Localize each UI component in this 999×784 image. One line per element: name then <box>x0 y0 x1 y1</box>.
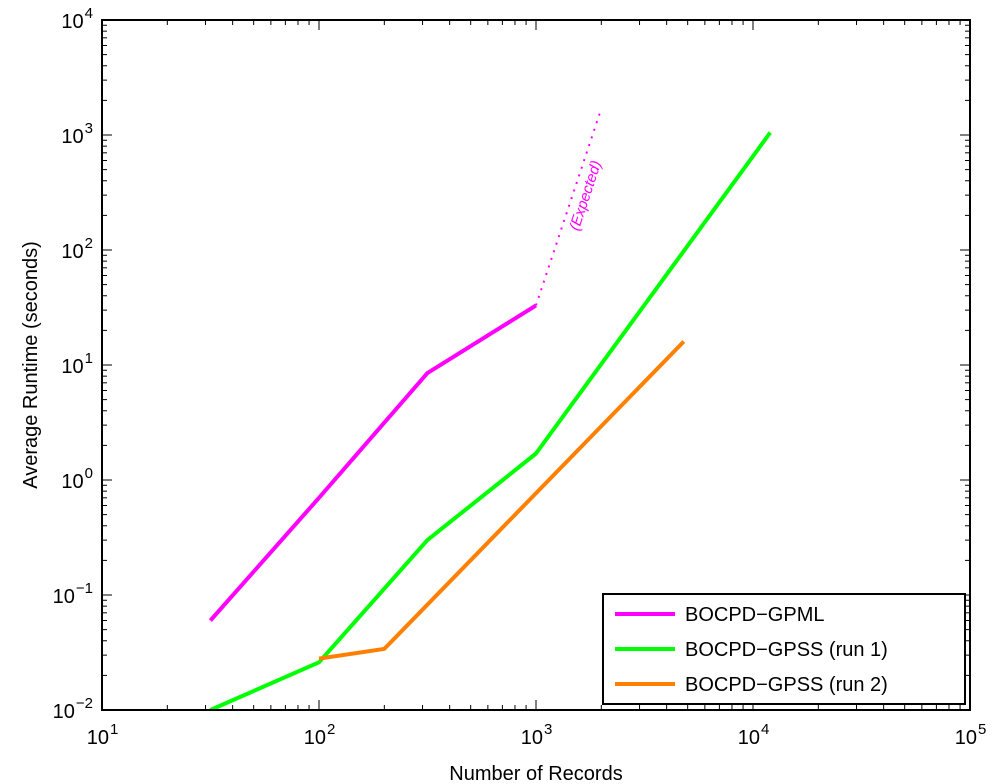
legend-label-1: BOCPD−GPML <box>685 604 824 626</box>
legend: BOCPD−GPML BOCPD−GPSS (run 1) BOCPD−GPSS (… <box>602 593 966 705</box>
y-tick-label-exponent: −1 <box>76 580 93 597</box>
y-tick-label: 10 2 <box>61 235 93 263</box>
y-tick-label: 10 −2 <box>53 695 93 723</box>
x-tick-label-exponent: 4 <box>761 721 769 738</box>
y-tick-label-base: 10 <box>61 471 83 493</box>
y-tick-label-base: 10 <box>53 701 75 723</box>
legend-label-2: BOCPD−GPSS (run 1) <box>685 639 888 661</box>
x-tick-label-base: 10 <box>955 727 977 749</box>
y-tick-label: 10 −1 <box>53 580 93 608</box>
y-tick-label-exponent: 2 <box>85 235 93 252</box>
y-tick-label-exponent: 0 <box>85 465 93 482</box>
y-tick-label-base: 10 <box>53 586 75 608</box>
x-tick-label-base: 10 <box>304 727 326 749</box>
y-tick-label: 10 4 <box>61 5 93 33</box>
x-tick-label-base: 10 <box>87 727 109 749</box>
y-tick-label-base: 10 <box>61 126 83 148</box>
y-tick-label-base: 10 <box>61 241 83 263</box>
y-tick-label-exponent: 3 <box>85 120 93 137</box>
y-tick-label: 10 3 <box>61 120 93 148</box>
expected-extrapolation-line <box>535 108 603 306</box>
y-tick-label-base: 10 <box>61 11 83 33</box>
y-tick-label-base: 10 <box>61 356 83 378</box>
x-tick-label-exponent: 5 <box>978 721 986 738</box>
series-lines <box>208 108 772 710</box>
x-tick-label-base: 10 <box>521 727 543 749</box>
x-tick-label-base: 10 <box>738 727 760 749</box>
x-tick-label: 10 3 <box>521 721 553 749</box>
x-tick-label: 10 1 <box>87 721 119 749</box>
y-tick-label-exponent: 4 <box>85 5 93 22</box>
series-line-3 <box>318 340 686 661</box>
y-tick-label: 10 0 <box>61 465 93 493</box>
y-axis-label: Average Runtime (seconds) <box>20 241 42 489</box>
y-tick-label: 10 1 <box>61 350 93 378</box>
series-line-2 <box>209 131 772 710</box>
legend-label-3: BOCPD−GPSS (run 2) <box>685 674 888 696</box>
x-axis-label: Number of Records <box>449 763 622 784</box>
x-tick-label: 10 4 <box>738 721 770 749</box>
tick-labels: 10 1 10 2 10 3 10 4 10 510 −210 −110 010 110 210 310 4 <box>53 5 987 749</box>
x-tick-label-exponent: 3 <box>544 721 552 738</box>
expected-annotation: (Expected) <box>566 159 605 233</box>
x-tick-label: 10 2 <box>304 721 336 749</box>
x-tick-label: 10 5 <box>955 721 987 749</box>
y-tick-label-exponent: −2 <box>76 695 93 712</box>
x-tick-label-exponent: 1 <box>110 721 118 738</box>
series-line-1 <box>208 303 538 622</box>
y-tick-label-exponent: 1 <box>85 350 93 367</box>
plot-frame <box>101 19 971 711</box>
x-tick-label-exponent: 2 <box>327 721 335 738</box>
